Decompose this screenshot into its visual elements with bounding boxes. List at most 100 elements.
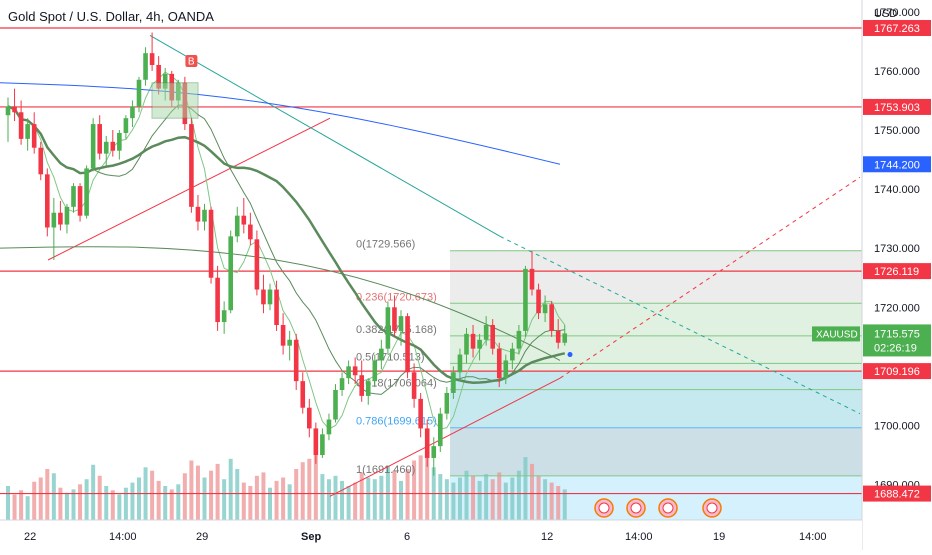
- us-flag-icon: [630, 502, 642, 514]
- volume-bar: [516, 470, 521, 520]
- volume-bar: [326, 479, 331, 520]
- candle-body: [503, 360, 509, 379]
- candle-body: [45, 174, 50, 228]
- volume-bar: [477, 480, 482, 520]
- candle-body: [267, 289, 273, 305]
- current-price-tag: [863, 324, 931, 357]
- candle-body: [156, 65, 161, 89]
- volume-bar: [556, 486, 561, 520]
- volume-bar: [123, 487, 128, 520]
- time-tick-label: 14:00: [109, 531, 137, 543]
- volume-bar: [176, 484, 181, 520]
- symbol-tag-label: XAUUSD: [816, 329, 858, 340]
- candle-body: [234, 215, 240, 237]
- candle-body: [149, 53, 155, 65]
- volume-bar: [346, 486, 351, 520]
- price-tick-label: 1740.000: [874, 184, 920, 196]
- candle-body: [510, 348, 515, 361]
- fib-zone-top: [450, 250, 862, 304]
- level-price-tag: [863, 19, 931, 36]
- volume-bar: [104, 486, 109, 520]
- volume-bar: [84, 479, 89, 520]
- candle-body: [97, 124, 102, 154]
- volume-bar: [530, 463, 534, 520]
- trendline-down: [149, 35, 501, 237]
- candle-body: [372, 360, 378, 382]
- candle-body: [77, 186, 83, 216]
- volume-bar: [490, 479, 495, 520]
- candle-body: [326, 419, 332, 435]
- time-tick-label: 14:00: [799, 531, 827, 543]
- volume-bar: [58, 487, 63, 520]
- time-tick-label: 14:00: [625, 531, 653, 543]
- volume-bar: [189, 460, 194, 520]
- volume-bar: [51, 473, 56, 520]
- candle-body: [254, 239, 260, 290]
- volume-bar: [45, 469, 50, 520]
- buy-marker[interactable]: [185, 55, 198, 67]
- fib-level-label: 0(1729.566): [356, 239, 415, 251]
- candle-body: [431, 446, 437, 458]
- countdown-label: 02:26:19: [874, 342, 917, 354]
- time-tick-label: 29: [196, 531, 208, 543]
- volume-bar: [464, 470, 469, 520]
- candle-body: [31, 124, 37, 148]
- volume-bar: [451, 482, 456, 520]
- candle-body: [38, 147, 44, 175]
- candle-body: [313, 428, 319, 455]
- level-price-tag: [863, 363, 931, 380]
- volume-bar: [562, 489, 567, 520]
- candle-body: [424, 428, 430, 458]
- volume-bar: [307, 458, 312, 520]
- candle-body: [300, 381, 306, 408]
- volume-bar: [241, 482, 246, 520]
- candle-body: [51, 212, 57, 228]
- volume-bar: [523, 457, 528, 520]
- candle-body: [248, 224, 253, 240]
- candle-body: [18, 112, 24, 139]
- volume-bar: [313, 453, 318, 520]
- candle-body: [339, 378, 345, 390]
- volume-bar: [510, 477, 515, 520]
- volume-bar: [497, 472, 502, 520]
- ma-long-green-line: [0, 246, 561, 361]
- volume-bar: [412, 460, 417, 520]
- volume-bar: [130, 482, 135, 520]
- us-flag-icon: [598, 502, 610, 514]
- volume-bar: [353, 482, 358, 520]
- trendline-down-projection: [499, 235, 861, 415]
- volume-bar: [97, 475, 102, 520]
- candle-body: [241, 215, 247, 225]
- volume-bar: [156, 480, 161, 520]
- candle-body: [195, 206, 201, 222]
- volume-bar: [254, 475, 259, 520]
- volume-bar: [392, 470, 397, 520]
- volume-bar: [385, 465, 390, 520]
- level-price-tag-label: 1753.903: [874, 102, 920, 114]
- volume-bar: [261, 472, 266, 520]
- candle-body: [136, 79, 142, 107]
- candle-body: [103, 141, 109, 154]
- volume-bar: [457, 477, 462, 520]
- candle-body: [280, 325, 286, 346]
- candle-body: [346, 366, 351, 379]
- time-tick-label: 6: [404, 531, 410, 543]
- candle-body: [307, 407, 312, 429]
- level-price-tag-label: 1726.119: [874, 266, 919, 278]
- candle-body: [333, 390, 338, 420]
- volume-bar: [202, 477, 207, 520]
- ma-long-blue-line: [0, 82, 561, 165]
- candle-body: [451, 372, 456, 393]
- price-tick-label: 1750.000: [874, 125, 920, 137]
- candle-body: [143, 53, 148, 80]
- volume-bar: [372, 479, 377, 520]
- volume-bar: [25, 496, 30, 520]
- time-tick-label: Sep: [301, 531, 321, 543]
- candle-body: [379, 348, 384, 361]
- candle-body: [293, 339, 299, 382]
- candle-body: [549, 304, 554, 331]
- volume-bar: [438, 474, 443, 520]
- candle-body: [477, 339, 482, 349]
